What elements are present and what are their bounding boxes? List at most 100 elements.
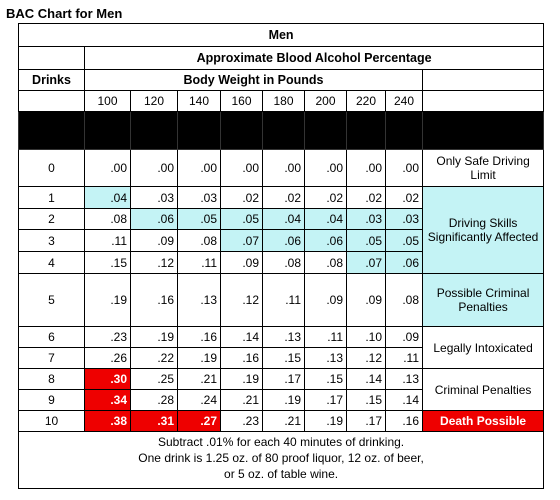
data-row: 10.38.31.27.23.21.19.17.16 Death Possible <box>18 410 545 432</box>
header-row: Approximate Blood Alcohol Percentage <box>18 46 545 70</box>
subheader: Approximate Blood Alcohol Percentage <box>83 46 545 70</box>
bac-cell: .16 <box>220 347 263 369</box>
black-cell <box>346 111 386 150</box>
empty-cell <box>18 90 85 112</box>
footer-row: Subtract .01% for each 40 minutes of dri… <box>17 431 545 489</box>
footer-line: One drink is 1.25 oz. of 80 proof liquor… <box>138 451 424 465</box>
data-row: 6.23.19.16.14.13.11.10.09 Legally Intoxic… <box>18 326 545 369</box>
bac-cell: .00 <box>220 149 263 187</box>
drinks-cell: 1 <box>18 186 85 209</box>
bac-cell: .08 <box>304 251 347 274</box>
bac-cell: .30 <box>84 368 131 390</box>
bac-cell: .11 <box>177 251 221 274</box>
bac-cell: .19 <box>304 410 347 432</box>
table-body: Men Approximate Blood Alcohol Percentage… <box>17 23 545 489</box>
bac-cell: .28 <box>130 389 178 411</box>
bac-cell: .34 <box>84 389 131 411</box>
drinks-cell: 6 <box>18 326 85 348</box>
bac-cell: .09 <box>346 273 386 327</box>
bac-cell: .19 <box>130 326 178 348</box>
bac-cell: .05 <box>177 208 221 230</box>
group-header: Men <box>17 23 545 47</box>
bac-cell: .12 <box>346 347 386 369</box>
bac-cell: .14 <box>385 389 423 411</box>
data-row: 0.00.00.00.00.00.00.00.00 Only Safe Drivi… <box>18 149 545 187</box>
drinks-cell: 2 <box>18 208 85 230</box>
bac-cell: .06 <box>385 251 423 274</box>
bac-cell: .00 <box>385 149 423 187</box>
bac-cell: .24 <box>177 389 221 411</box>
bac-cell: .04 <box>262 208 305 230</box>
drinks-cell: 5 <box>18 273 85 327</box>
weight-label: 100 <box>84 90 131 112</box>
black-cell <box>177 111 221 150</box>
black-cell <box>304 111 347 150</box>
note-cell: Possible Criminal Penalties <box>421 273 545 327</box>
bac-cell: .38 <box>84 410 131 432</box>
note-cell: Criminal Penalties <box>421 368 545 411</box>
data-row: 1.04.03.03.02.02.02.02.02 Driving Skills … <box>18 186 545 274</box>
weights-row: 100 120 140 160 180 200 220 240 <box>18 90 545 112</box>
bac-cell: .13 <box>304 347 347 369</box>
drinks-cell: 8 <box>18 368 85 390</box>
data-row: 8.30.25.21.19.17.15.14.13 Criminal Penalt… <box>18 368 545 411</box>
weight-label: 120 <box>130 90 178 112</box>
bac-cell: .09 <box>304 273 347 327</box>
black-cell <box>220 111 263 150</box>
bac-cell: .04 <box>304 208 347 230</box>
footer-line: Subtract .01% for each 40 minutes of dri… <box>157 435 405 449</box>
bac-cell: .16 <box>177 326 221 348</box>
page-title: BAC Chart for Men <box>6 6 123 21</box>
weight-header: Body Weight in Pounds <box>84 69 423 91</box>
bac-cell: .15 <box>304 368 347 390</box>
weight-label: 220 <box>346 90 386 112</box>
weight-label: 180 <box>262 90 305 112</box>
empty-cell <box>18 46 85 70</box>
bac-cell: .17 <box>262 368 305 390</box>
black-cell <box>385 111 423 150</box>
bac-cell: .16 <box>130 273 178 327</box>
bac-cell: .13 <box>262 326 305 348</box>
bac-cell: .15 <box>262 347 305 369</box>
drinks-cell: 0 <box>18 149 85 187</box>
bac-cell: .05 <box>385 229 423 252</box>
bac-cell: .11 <box>385 347 423 369</box>
bac-cell: .00 <box>304 149 347 187</box>
bac-cell: .05 <box>220 208 263 230</box>
footer-cell: Subtract .01% for each 40 minutes of dri… <box>17 431 545 489</box>
weight-label: 160 <box>220 90 263 112</box>
weight-label: 240 <box>385 90 423 112</box>
bac-cell: .07 <box>346 251 386 274</box>
header-row: Drinks Body Weight in Pounds <box>18 69 545 91</box>
bac-cell: .08 <box>262 251 305 274</box>
bac-cell: .17 <box>346 410 386 432</box>
drinks-cell: 10 <box>18 410 85 432</box>
drinks-cell: 9 <box>18 389 85 411</box>
data-row: 2.08.06.05.05.04.04.03.03 <box>18 208 544 230</box>
weight-label: 200 <box>304 90 347 112</box>
bac-cell: .15 <box>84 251 131 274</box>
bac-cell: .04 <box>84 186 131 209</box>
bac-cell: .09 <box>385 326 423 348</box>
bac-cell: .27 <box>177 410 221 432</box>
bac-cell: .17 <box>304 389 347 411</box>
data-row: 3.11.09.08.07.06.06.05.05 <box>18 229 544 252</box>
bac-cell: .05 <box>346 229 386 252</box>
bac-cell: .14 <box>220 326 263 348</box>
bac-cell: .26 <box>84 347 131 369</box>
bac-cell: .03 <box>130 186 178 209</box>
bac-cell: .23 <box>84 326 131 348</box>
bac-cell: .02 <box>304 186 347 209</box>
black-cell <box>18 111 85 150</box>
bac-cell: .00 <box>177 149 221 187</box>
bac-cell: .25 <box>130 368 178 390</box>
bac-cell: .02 <box>346 186 386 209</box>
bac-cell: .15 <box>346 389 386 411</box>
header-row: Men <box>17 23 545 47</box>
bac-cell: .11 <box>84 229 131 252</box>
bac-cell: .00 <box>346 149 386 187</box>
bac-cell: .09 <box>220 251 263 274</box>
bac-cell: .19 <box>177 347 221 369</box>
bac-cell: .00 <box>84 149 131 187</box>
